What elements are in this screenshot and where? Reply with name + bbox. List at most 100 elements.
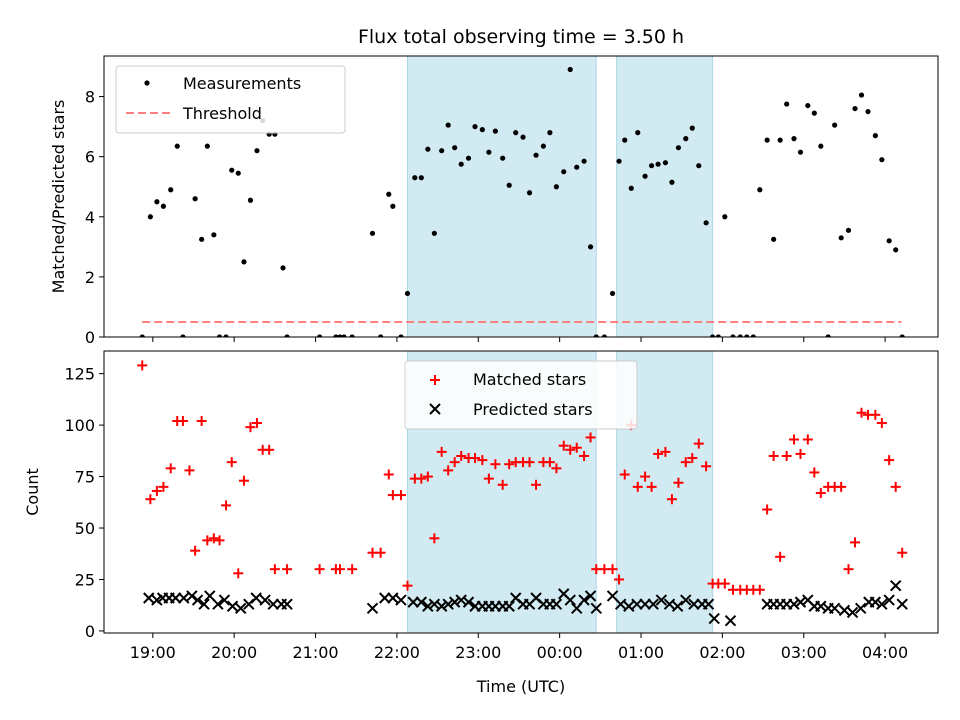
- chart-title: Flux total observing time = 3.50 h: [358, 26, 684, 48]
- matched-stars-point: [456, 450, 467, 461]
- matched-stars-point: [483, 473, 494, 484]
- measurement-point: [154, 199, 160, 205]
- matched-stars-point: [158, 481, 169, 492]
- legend-label: Threshold: [182, 104, 262, 123]
- matched-stars-point: [687, 453, 698, 464]
- measurement-point: [472, 124, 478, 130]
- measurement-point: [616, 158, 622, 164]
- measurement-point: [852, 105, 858, 112]
- predicted-stars-point: [503, 600, 515, 612]
- matched-stars-point: [151, 485, 162, 496]
- measurement-point: [567, 66, 573, 73]
- measurement-point: [662, 160, 669, 166]
- y-tick-label: 6: [85, 148, 95, 167]
- measurement-point: [492, 128, 498, 134]
- predicted-stars-point: [407, 596, 419, 608]
- legend: Matched stars Predicted stars: [404, 360, 638, 430]
- predicted-stars-point: [846, 606, 859, 619]
- predicted-stars-point: [442, 598, 454, 610]
- matched-stars-point: [497, 479, 508, 490]
- matched-stars-point: [775, 551, 786, 562]
- predicted-stars-point: [191, 594, 204, 606]
- predicted-stars-point: [815, 600, 827, 612]
- matched-stars-point: [843, 564, 854, 575]
- x-axis-label: Time (UTC): [476, 677, 565, 696]
- measurement-point: [744, 334, 750, 337]
- matched-stars-point: [202, 535, 213, 546]
- matched-stars-point: [653, 448, 664, 459]
- shaded-interval: [616, 56, 714, 337]
- predicted-stars-point: [212, 598, 224, 610]
- matched-stars-point: [795, 448, 806, 459]
- predicted-stars-point: [639, 598, 651, 610]
- shaded-interval: [406, 56, 597, 337]
- series-matched-stars: [137, 360, 908, 595]
- measurement-point: [669, 179, 675, 185]
- measurement-point: [431, 230, 437, 236]
- predicted-stars-point: [564, 594, 576, 606]
- measurement-point: [216, 334, 223, 337]
- matched-stars-point: [233, 568, 244, 579]
- matched-stars-point: [571, 442, 582, 453]
- measurement-point: [506, 182, 512, 188]
- matched-stars-point: [443, 465, 454, 476]
- measurement-point: [223, 334, 229, 337]
- x-tick-label: 01:00: [618, 643, 664, 662]
- measurement-point: [805, 102, 811, 109]
- matched-stars-point: [395, 490, 406, 501]
- matched-stars-point: [870, 409, 881, 420]
- predicted-stars-point: [366, 602, 379, 615]
- matched-stars-point: [137, 360, 148, 371]
- matched-stars-point: [856, 407, 867, 418]
- legend-marker-matched: [430, 375, 440, 385]
- y-tick-label: 8: [85, 88, 95, 107]
- predicted-stars-point: [267, 598, 279, 610]
- predicted-stars-point: [708, 612, 720, 625]
- measurement-point: [452, 145, 458, 151]
- matched-stars-point: [544, 457, 555, 468]
- predicted-stars-point: [250, 592, 262, 604]
- measurement-point: [412, 175, 418, 181]
- y-tick-label: 50: [75, 519, 95, 538]
- predicted-stars-point: [422, 600, 434, 612]
- legend-label: Matched stars: [473, 370, 586, 389]
- y-tick-label: 2: [85, 268, 95, 287]
- predicted-stars-point: [169, 592, 182, 604]
- predicted-stars-point: [614, 598, 627, 610]
- predicted-stars-point: [578, 594, 590, 606]
- legend-box: [115, 65, 346, 134]
- predicted-stars-point: [462, 596, 475, 608]
- measurement-point: [581, 158, 587, 164]
- measurement-point: [241, 259, 247, 265]
- predicted-stars-point: [281, 598, 293, 610]
- measurement-point: [811, 110, 817, 116]
- matched-stars-point: [565, 444, 576, 455]
- x-tick-label: 19:00: [130, 643, 176, 662]
- measurement-point: [858, 92, 865, 98]
- measurement-point: [465, 155, 472, 161]
- legend-box: [404, 360, 638, 430]
- matched-stars-point: [504, 459, 515, 470]
- measurement-point: [337, 334, 343, 337]
- measurement-point: [439, 148, 445, 154]
- matched-stars-point: [850, 537, 861, 548]
- matched-stars-point: [190, 545, 201, 556]
- measurement-point: [445, 122, 451, 128]
- predicted-stars-point: [584, 590, 597, 602]
- measurement-point: [838, 235, 844, 241]
- legend: Measurements Threshold: [115, 65, 346, 134]
- y-tick-label: 125: [64, 365, 95, 384]
- predicted-stars-point: [883, 594, 895, 606]
- predicted-stars-point: [234, 602, 247, 615]
- matched-stars-point: [701, 461, 712, 472]
- measurement-point: [192, 196, 198, 202]
- measurement-point: [893, 247, 899, 253]
- measurement-point: [601, 334, 607, 337]
- measurement-point: [458, 161, 464, 167]
- measurement-point: [160, 203, 166, 209]
- matched-stars-point: [449, 457, 460, 468]
- measurement-point: [703, 220, 709, 226]
- predicted-stars-point: [379, 592, 391, 604]
- matched-stars-point: [876, 418, 887, 429]
- measurement-point: [425, 146, 431, 152]
